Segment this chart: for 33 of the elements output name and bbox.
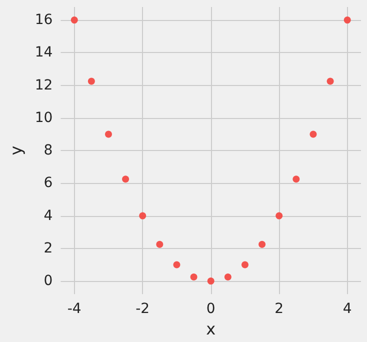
point: [276, 212, 283, 220]
y-tick-label: 12: [34, 77, 53, 94]
point: [326, 78, 334, 85]
x-axis-title: x: [206, 320, 216, 338]
point: [173, 261, 180, 268]
point: [344, 16, 351, 24]
point: [88, 78, 95, 85]
y-tick-label: 0: [44, 273, 53, 290]
y-tick-label: 16: [34, 12, 53, 28]
point: [190, 273, 198, 280]
y-tick-label: 10: [34, 110, 53, 126]
x-tick-label: 2: [274, 301, 284, 318]
point: [292, 176, 300, 183]
y-tick-label: 2: [44, 240, 53, 256]
y-tick-label: 6: [44, 175, 53, 192]
y-tick-label: 8: [44, 142, 53, 159]
point: [241, 261, 248, 268]
point: [122, 176, 130, 183]
y-tick-label: 14: [34, 44, 53, 61]
x-tick-label: 4: [342, 301, 352, 318]
point: [70, 16, 78, 24]
x-tick-label: 0: [206, 301, 216, 318]
x-tick-label: -2: [136, 301, 150, 318]
point: [258, 240, 266, 248]
point: [104, 130, 112, 138]
point: [224, 273, 232, 280]
point: [207, 278, 214, 285]
point: [310, 130, 317, 138]
point: [139, 212, 146, 220]
y-axis-title: y: [6, 146, 26, 156]
x-tick-label: -4: [67, 301, 82, 318]
y-tick-label: 4: [44, 208, 53, 224]
point: [156, 240, 164, 248]
